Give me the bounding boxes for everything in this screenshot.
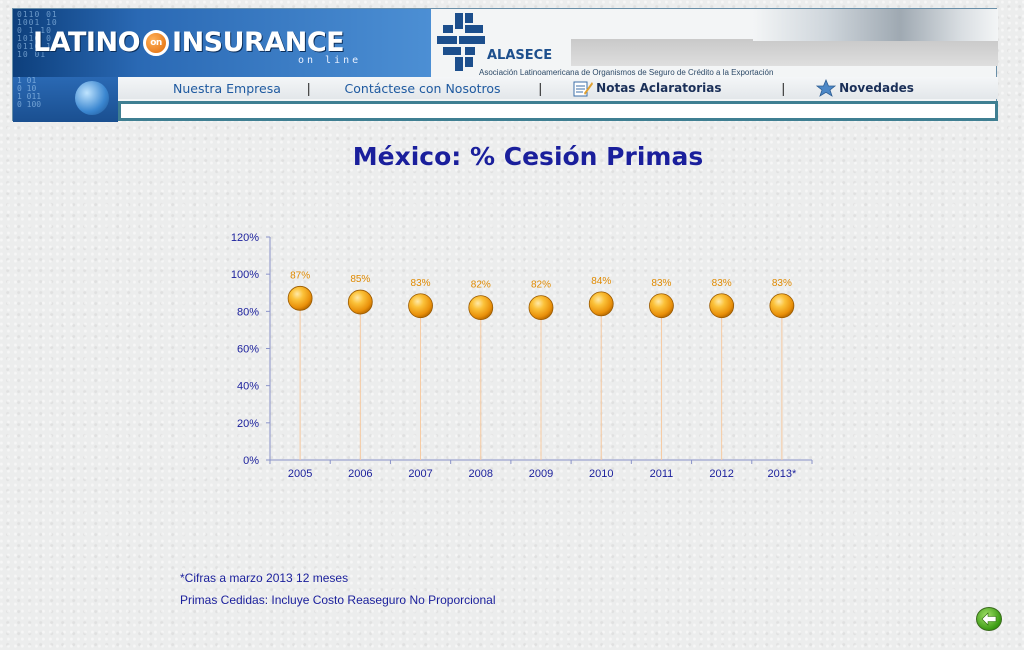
globe-icon bbox=[75, 81, 109, 115]
x-tick-label: 2012 bbox=[709, 468, 733, 480]
y-tick-label: 80% bbox=[237, 306, 259, 318]
data-point bbox=[408, 293, 433, 319]
logo-wordmark: LATINO on INSURANCE bbox=[33, 27, 345, 58]
notes-icon bbox=[573, 81, 594, 97]
data-label: 83% bbox=[772, 278, 792, 289]
data-point bbox=[468, 295, 494, 321]
axes-layer: 0% 20% 40% 60% 80% 100% 120% 2005 2006 2007 2008 20… bbox=[231, 232, 813, 480]
logo-right-text: INSURANCE bbox=[172, 27, 345, 58]
x-tick-label: 2009 bbox=[529, 468, 553, 480]
nav-item-novedades-label: Novedades bbox=[839, 81, 914, 95]
nav-bar: Nuestra Empresa | Contáctese con Nosotro… bbox=[118, 77, 998, 99]
x-tick-label: 2005 bbox=[288, 468, 312, 480]
logo-subtitle: on line bbox=[298, 55, 362, 66]
back-button[interactable] bbox=[976, 607, 1002, 631]
nav-separator: | bbox=[781, 80, 786, 96]
org-description: Asociación Latinoamericana de Organismos… bbox=[479, 68, 774, 77]
data-point bbox=[347, 289, 373, 315]
binary-pattern-lower: 1 01 0 10 1 011 0 100 bbox=[17, 77, 42, 109]
data-point bbox=[528, 295, 554, 321]
points-layer bbox=[287, 285, 795, 321]
nav-separator: | bbox=[306, 80, 311, 96]
back-arrow-icon bbox=[981, 612, 997, 626]
alasece-logo-icon bbox=[437, 13, 485, 71]
data-label: 85% bbox=[350, 274, 370, 285]
data-point bbox=[649, 293, 674, 319]
data-label: 84% bbox=[591, 276, 611, 287]
star-icon bbox=[816, 79, 837, 97]
x-tick-label: 2013* bbox=[768, 468, 797, 480]
data-label: 83% bbox=[712, 278, 732, 289]
data-label: 87% bbox=[290, 270, 310, 281]
data-point bbox=[769, 293, 795, 319]
y-tick-label: 0% bbox=[243, 455, 259, 467]
y-tick-label: 100% bbox=[231, 269, 259, 281]
x-tick-label: 2006 bbox=[348, 468, 372, 480]
y-tick-label: 40% bbox=[237, 381, 259, 393]
nav-item-nuestra-empresa[interactable]: Nuestra Empresa bbox=[173, 80, 281, 96]
nav-item-notas-label: Notas Aclaratorias bbox=[596, 81, 722, 95]
logo-lower-panel: 1 01 0 10 1 011 0 100 bbox=[13, 77, 118, 122]
org-name: ALASECE bbox=[487, 48, 553, 63]
footnote-primas-cedidas: Primas Cedidas: Incluye Costo Reaseguro … bbox=[180, 593, 496, 607]
data-label: 82% bbox=[471, 280, 491, 291]
nav-item-contactese[interactable]: Contáctese con Nosotros bbox=[344, 80, 501, 96]
nav-strip bbox=[118, 101, 998, 121]
header-banner: 0110 01 1001 10 0 1 10 1010 0 0110 1 10 … bbox=[12, 8, 998, 122]
footnote-cifras: *Cifras a marzo 2013 12 meses bbox=[180, 571, 349, 585]
x-tick-label: 2010 bbox=[589, 468, 613, 480]
logo-on-badge: on bbox=[143, 29, 170, 56]
header-photo bbox=[753, 9, 998, 41]
nav-item-novedades[interactable]: Novedades bbox=[815, 79, 914, 97]
y-tick-label: 20% bbox=[237, 418, 259, 430]
x-tick-label: 2008 bbox=[469, 468, 493, 480]
header-band bbox=[571, 39, 998, 66]
data-point bbox=[287, 285, 313, 311]
page-title: México: % Cesión Primas bbox=[352, 142, 704, 171]
drop-lines-layer bbox=[299, 298, 783, 460]
y-tick-label: 120% bbox=[231, 232, 259, 244]
nav-item-notas-aclaratorias[interactable]: Notas Aclaratorias bbox=[572, 79, 722, 97]
nav-separator: | bbox=[538, 80, 543, 96]
latino-insurance-logo[interactable]: 0110 01 1001 10 0 1 10 1010 0 0110 1 10 … bbox=[13, 9, 431, 77]
data-point bbox=[588, 291, 614, 317]
data-labels-layer: 87% 85% 83% 82% 82% 84% 83% 83% 83% bbox=[290, 270, 792, 290]
binary-pattern: 0110 01 1001 10 0 1 10 1010 0 0110 1 10 … bbox=[17, 10, 58, 59]
data-label: 83% bbox=[411, 278, 431, 289]
data-point bbox=[709, 293, 735, 319]
data-label: 82% bbox=[531, 280, 551, 291]
data-label: 83% bbox=[651, 278, 671, 289]
y-tick-label: 60% bbox=[237, 344, 259, 356]
x-tick-label: 2011 bbox=[650, 468, 674, 480]
logo-left-text: LATINO bbox=[33, 27, 141, 58]
x-tick-label: 2007 bbox=[408, 468, 432, 480]
